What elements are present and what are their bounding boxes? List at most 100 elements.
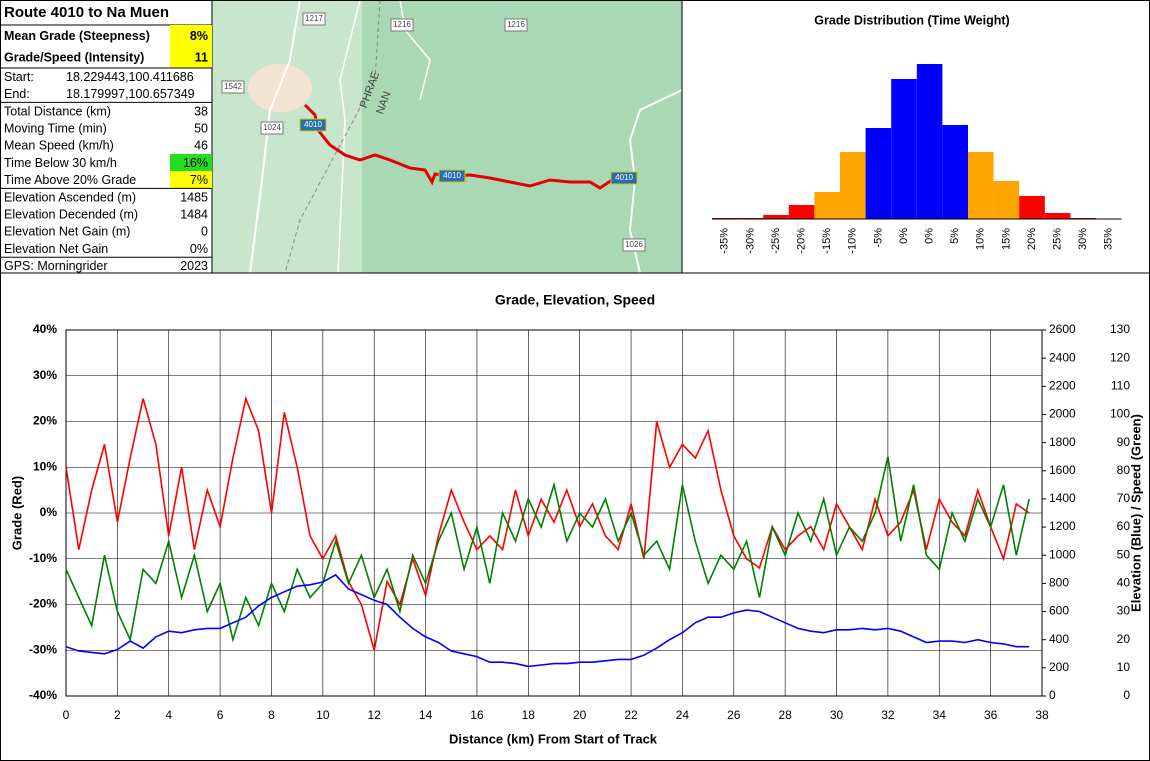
highlight-cell bbox=[170, 171, 212, 189]
x-tick-label: -5% bbox=[872, 228, 884, 248]
stats-title: Route 4010 to Na Muen bbox=[4, 4, 169, 21]
shield bbox=[610, 171, 638, 185]
y2-tick-label: 400 bbox=[1049, 632, 1069, 646]
stat-value: 18.179997,100.657349 bbox=[66, 87, 195, 101]
y3-tick-label: 100 bbox=[1110, 407, 1130, 421]
x-tick-label: 0% bbox=[924, 228, 936, 244]
y2-tick-label: 1800 bbox=[1049, 435, 1076, 449]
map-label: 4010 bbox=[304, 120, 322, 129]
x-tick-label: 15% bbox=[1000, 228, 1012, 250]
map-label: 4010 bbox=[615, 173, 633, 182]
y3-tick-label: 50 bbox=[1117, 547, 1131, 561]
stat-label: Mean Speed (km/h) bbox=[4, 139, 114, 153]
map-area bbox=[248, 64, 312, 112]
x-tick-label: -30% bbox=[744, 228, 756, 254]
map-label: 1217 bbox=[305, 14, 323, 23]
x-tick-label: 18 bbox=[522, 708, 536, 722]
shield bbox=[221, 80, 245, 94]
y3-tick-label: 60 bbox=[1117, 519, 1131, 533]
y-tick-label: -30% bbox=[29, 642, 57, 656]
x-tick-label: 28 bbox=[778, 708, 792, 722]
shield bbox=[622, 238, 646, 252]
stat-label: Elevation Decended (m) bbox=[4, 207, 138, 221]
y-tick-label: 40% bbox=[33, 322, 57, 336]
x-tick-label: -20% bbox=[796, 228, 808, 254]
series-line bbox=[65, 573, 1030, 668]
y2-tick-label: 2400 bbox=[1049, 350, 1076, 364]
x-tick-label: -25% bbox=[770, 228, 782, 254]
x-tick-label: 20 bbox=[573, 708, 587, 722]
x-tick-label: 30 bbox=[830, 708, 844, 722]
stat-value: 46 bbox=[194, 139, 208, 153]
shield bbox=[504, 18, 528, 32]
x-tick-label: 4 bbox=[165, 708, 172, 722]
bar bbox=[993, 181, 1020, 219]
stat-value: 16% bbox=[183, 156, 208, 170]
stat-value: 1485 bbox=[180, 190, 208, 204]
x-axis-label: Distance (km) From Start of Track bbox=[449, 731, 658, 746]
y2-tick-label: 800 bbox=[1049, 576, 1069, 590]
x-tick-label: 12 bbox=[368, 708, 382, 722]
stat-value: 1484 bbox=[180, 207, 208, 221]
shield bbox=[302, 12, 326, 26]
stat-value: 18.229443,100.411686 bbox=[66, 70, 194, 84]
stat-label: GPS: Morningrider bbox=[4, 259, 108, 273]
y2-tick-label: 0 bbox=[1049, 688, 1056, 702]
road bbox=[337, 0, 361, 274]
y-tick-label: -20% bbox=[29, 597, 57, 611]
stat-value: 7% bbox=[190, 173, 208, 187]
shield bbox=[390, 18, 414, 32]
map-lowland bbox=[212, 0, 362, 273]
y3-tick-label: 40 bbox=[1117, 576, 1131, 590]
x-tick-label: 8 bbox=[268, 708, 275, 722]
y-tick-label: 20% bbox=[33, 414, 57, 428]
bar bbox=[840, 152, 866, 219]
highlight-cell bbox=[170, 46, 212, 68]
x-tick-label: 10 bbox=[316, 708, 330, 722]
y-tick-label: 0% bbox=[40, 505, 58, 519]
series-line bbox=[65, 456, 1030, 643]
bar bbox=[916, 64, 943, 219]
stat-value: 38 bbox=[194, 104, 208, 118]
map-label: 1542 bbox=[224, 82, 242, 91]
x-tick-label: 30% bbox=[1077, 228, 1089, 250]
border bbox=[284, 0, 381, 274]
stat-label: Start: bbox=[4, 70, 34, 84]
x-tick-label: 24 bbox=[676, 708, 690, 722]
bar bbox=[788, 205, 815, 219]
chart-title: Grade, Elevation, Speed bbox=[495, 292, 655, 308]
x-tick-label: 5% bbox=[949, 228, 961, 244]
stat-value: 2023 bbox=[180, 259, 208, 273]
stat-label: Total Distance (km) bbox=[4, 104, 111, 118]
x-tick-label: 0% bbox=[898, 228, 910, 244]
stat-label: Time Above 20% Grade bbox=[4, 173, 136, 187]
y3-tick-label: 20 bbox=[1117, 632, 1131, 646]
x-tick-label: 2 bbox=[114, 708, 121, 722]
x-tick-label: 36 bbox=[984, 708, 998, 722]
y3-tick-label: 80 bbox=[1117, 463, 1131, 477]
stat-label: Grade/Speed (Intensity) bbox=[4, 51, 144, 65]
stat-label: End: bbox=[4, 87, 30, 101]
y-tick-label: -40% bbox=[29, 688, 57, 702]
shield bbox=[438, 169, 466, 183]
series-line bbox=[65, 395, 1030, 651]
bar bbox=[942, 125, 968, 219]
y3-tick-label: 130 bbox=[1110, 322, 1130, 336]
bar bbox=[891, 79, 917, 219]
stat-value: 0% bbox=[190, 242, 208, 256]
map bbox=[212, 0, 683, 274]
x-tick-label: 20% bbox=[1026, 228, 1038, 250]
y2-tick-label: 600 bbox=[1049, 604, 1069, 618]
y3-tick-label: 110 bbox=[1111, 378, 1130, 392]
bar bbox=[1044, 213, 1071, 219]
bar bbox=[1019, 196, 1045, 219]
road bbox=[249, 0, 301, 274]
stat-label: Mean Grade (Steepness) bbox=[4, 29, 150, 43]
y2-tick-label: 1600 bbox=[1049, 463, 1076, 477]
bar bbox=[968, 152, 994, 219]
map-label: 1216 bbox=[393, 20, 411, 29]
y3-tick-label: 0 bbox=[1123, 688, 1130, 702]
bar bbox=[865, 128, 892, 219]
map-label: 1026 bbox=[625, 240, 643, 249]
